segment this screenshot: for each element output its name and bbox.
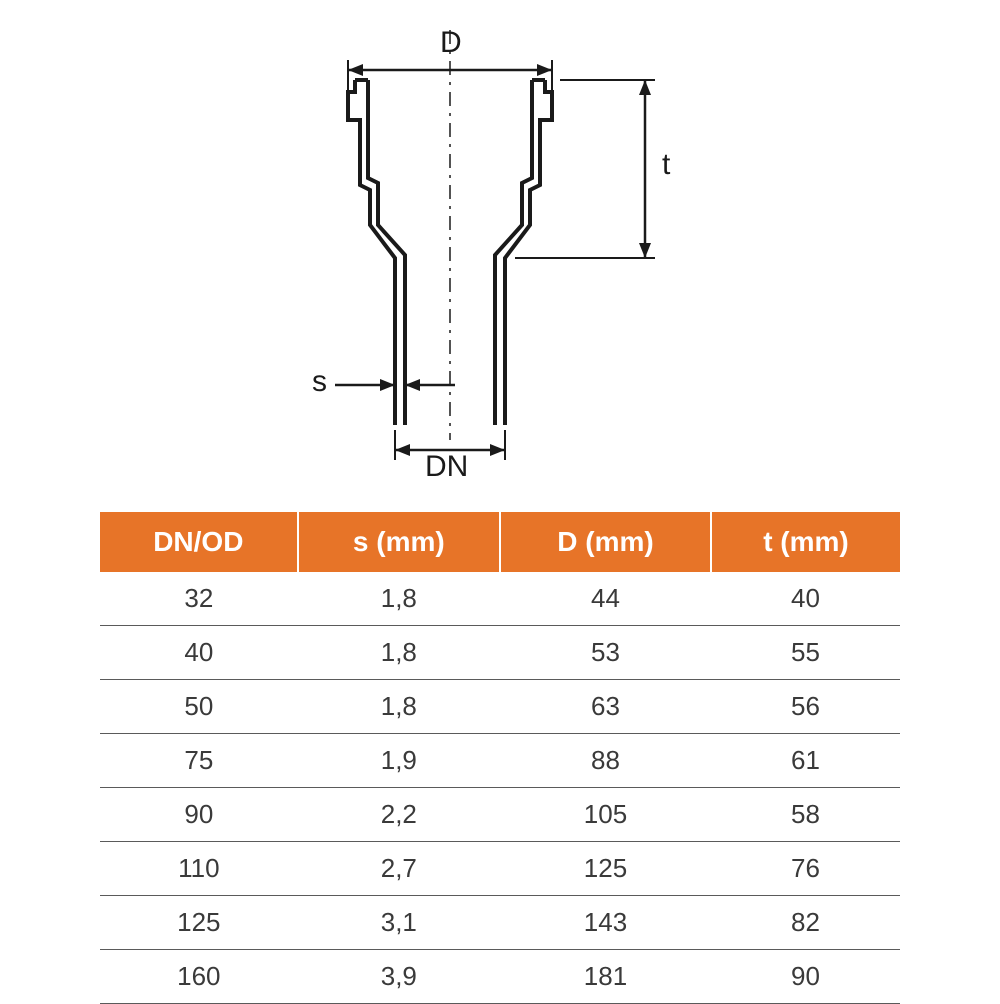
col-header: s (mm)	[298, 512, 500, 572]
table-cell: 61	[711, 734, 900, 788]
pipe-diagram: D t s DN	[200, 30, 800, 470]
col-header: t (mm)	[711, 512, 900, 572]
table-header-row: DN/ODs (mm)D (mm)t (mm)	[100, 512, 900, 572]
table-cell: 2,7	[298, 842, 500, 896]
table-cell: 125	[500, 842, 711, 896]
table-cell: 55	[711, 626, 900, 680]
table-cell: 40	[100, 626, 298, 680]
table-cell: 40	[711, 572, 900, 626]
table-cell: 2,2	[298, 788, 500, 842]
table-cell: 160	[100, 950, 298, 1004]
table-row: 501,86356	[100, 680, 900, 734]
table-cell: 32	[100, 572, 298, 626]
table-cell: 1,8	[298, 626, 500, 680]
table-cell: 1,8	[298, 572, 500, 626]
label-t: t	[662, 148, 670, 182]
col-header: DN/OD	[100, 512, 298, 572]
table-cell: 110	[100, 842, 298, 896]
table-cell: 105	[500, 788, 711, 842]
table-cell: 82	[711, 896, 900, 950]
table: DN/ODs (mm)D (mm)t (mm) 321,84440401,853…	[100, 512, 900, 1004]
table-cell: 63	[500, 680, 711, 734]
table-row: 1603,918190	[100, 950, 900, 1004]
col-header: D (mm)	[500, 512, 711, 572]
table-cell: 1,8	[298, 680, 500, 734]
table-cell: 3,1	[298, 896, 500, 950]
table-cell: 75	[100, 734, 298, 788]
dimensions-table: DN/ODs (mm)D (mm)t (mm) 321,84440401,853…	[100, 512, 900, 1004]
table-cell: 90	[711, 950, 900, 1004]
table-body: 321,84440401,85355501,86356751,98861902,…	[100, 572, 900, 1004]
table-row: 401,85355	[100, 626, 900, 680]
table-cell: 143	[500, 896, 711, 950]
table-row: 751,98861	[100, 734, 900, 788]
table-row: 321,84440	[100, 572, 900, 626]
pipe-drawing-svg	[200, 30, 800, 470]
table-cell: 76	[711, 842, 900, 896]
label-d: D	[440, 26, 462, 60]
table-row: 1102,712576	[100, 842, 900, 896]
table-row: 902,210558	[100, 788, 900, 842]
label-s: s	[312, 365, 327, 399]
table-cell: 50	[100, 680, 298, 734]
table-cell: 125	[100, 896, 298, 950]
table-row: 1253,114382	[100, 896, 900, 950]
label-dn: DN	[425, 450, 468, 484]
table-cell: 1,9	[298, 734, 500, 788]
table-cell: 90	[100, 788, 298, 842]
table-cell: 88	[500, 734, 711, 788]
table-cell: 181	[500, 950, 711, 1004]
table-cell: 56	[711, 680, 900, 734]
table-cell: 53	[500, 626, 711, 680]
table-cell: 3,9	[298, 950, 500, 1004]
table-cell: 44	[500, 572, 711, 626]
table-cell: 58	[711, 788, 900, 842]
